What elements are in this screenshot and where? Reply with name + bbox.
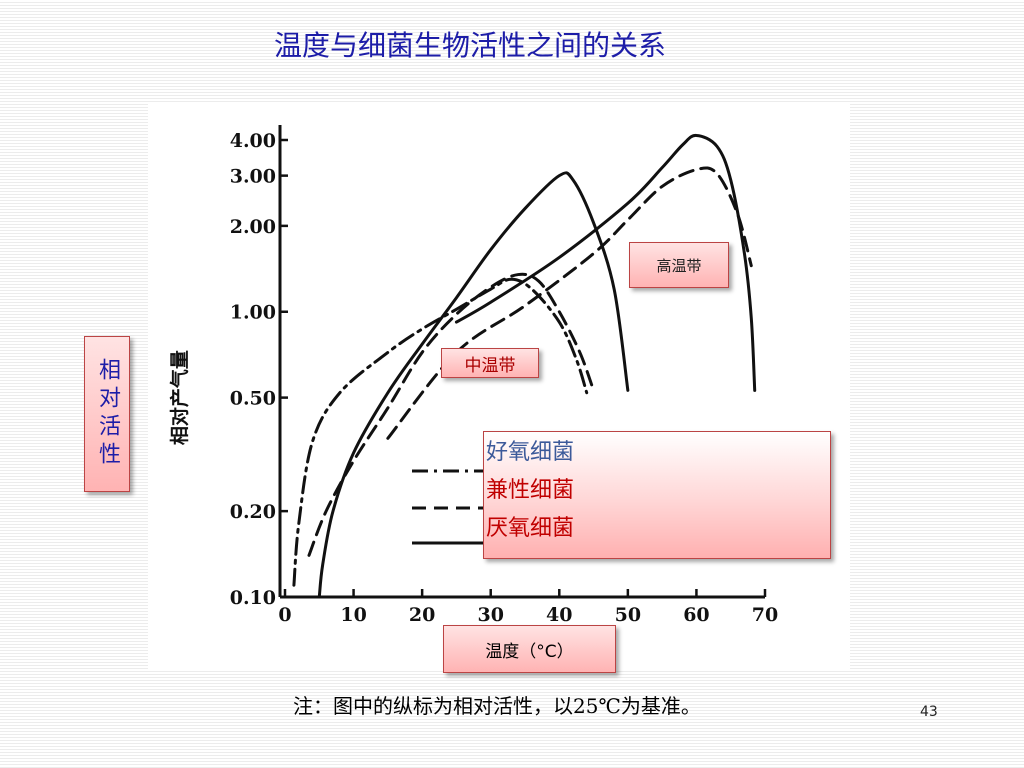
x-tick-label: 60 bbox=[683, 604, 709, 626]
x-tick-label: 50 bbox=[615, 604, 641, 626]
legend-item-anaerobic: 厌氧细菌 bbox=[486, 516, 575, 541]
thermophilic-zone-tag: 高温带 bbox=[629, 242, 729, 288]
y-axis-label: 相对产气量 bbox=[168, 350, 191, 445]
curve-dashdot-meso bbox=[292, 277, 589, 587]
legend-item-aerobic: 好氧细菌 bbox=[486, 440, 575, 465]
y-tick-label: 0.20 bbox=[230, 501, 276, 523]
chart-svg: 0.10 0.20 0.50 1.00 2.00 3.00 4.00 0 10 20 30 40 50 6… bbox=[168, 125, 778, 626]
x-tick-label: 30 bbox=[477, 604, 503, 626]
footnote: 注：图中的纵标为相对活性，以25℃为基准。 bbox=[293, 694, 701, 718]
y-tick-label: 4.00 bbox=[230, 130, 276, 152]
x-tick-label: 20 bbox=[409, 604, 435, 626]
x-tick-label: 0 bbox=[278, 604, 291, 626]
chart-figure: 0.10 0.20 0.50 1.00 2.00 3.00 4.00 0 10 20 30 40 50 6… bbox=[148, 103, 850, 671]
curve-dashed-meso bbox=[307, 272, 596, 557]
legend-item-facultative: 兼性细菌 bbox=[486, 478, 575, 503]
y-tick-label: 0.10 bbox=[230, 587, 276, 609]
curve-solid-thermo bbox=[454, 133, 757, 392]
mesophilic-zone-tag: 中温带 bbox=[441, 348, 539, 378]
x-tick-label: 10 bbox=[340, 604, 366, 626]
y-tick-label: 1.00 bbox=[230, 302, 276, 324]
curve-solid-meso bbox=[317, 171, 630, 599]
x-tick-label: 70 bbox=[752, 604, 778, 626]
page-number: 43 bbox=[920, 704, 938, 720]
slide-title: 温度与细菌生物活性之间的关系 bbox=[273, 29, 666, 62]
x-tick-label: 40 bbox=[546, 604, 572, 626]
y-axis-title-tag: 相对活性 bbox=[84, 336, 130, 492]
legend-box: 好氧细菌 兼性细菌 厌氧细菌 bbox=[483, 431, 831, 559]
x-axis-title-tag: 温度（°C） bbox=[443, 625, 616, 673]
y-tick-label: 0.50 bbox=[230, 388, 276, 410]
curve-dashed-thermo bbox=[386, 166, 753, 440]
y-tick-label: 3.00 bbox=[230, 166, 276, 188]
y-tick-label: 2.00 bbox=[230, 216, 276, 238]
